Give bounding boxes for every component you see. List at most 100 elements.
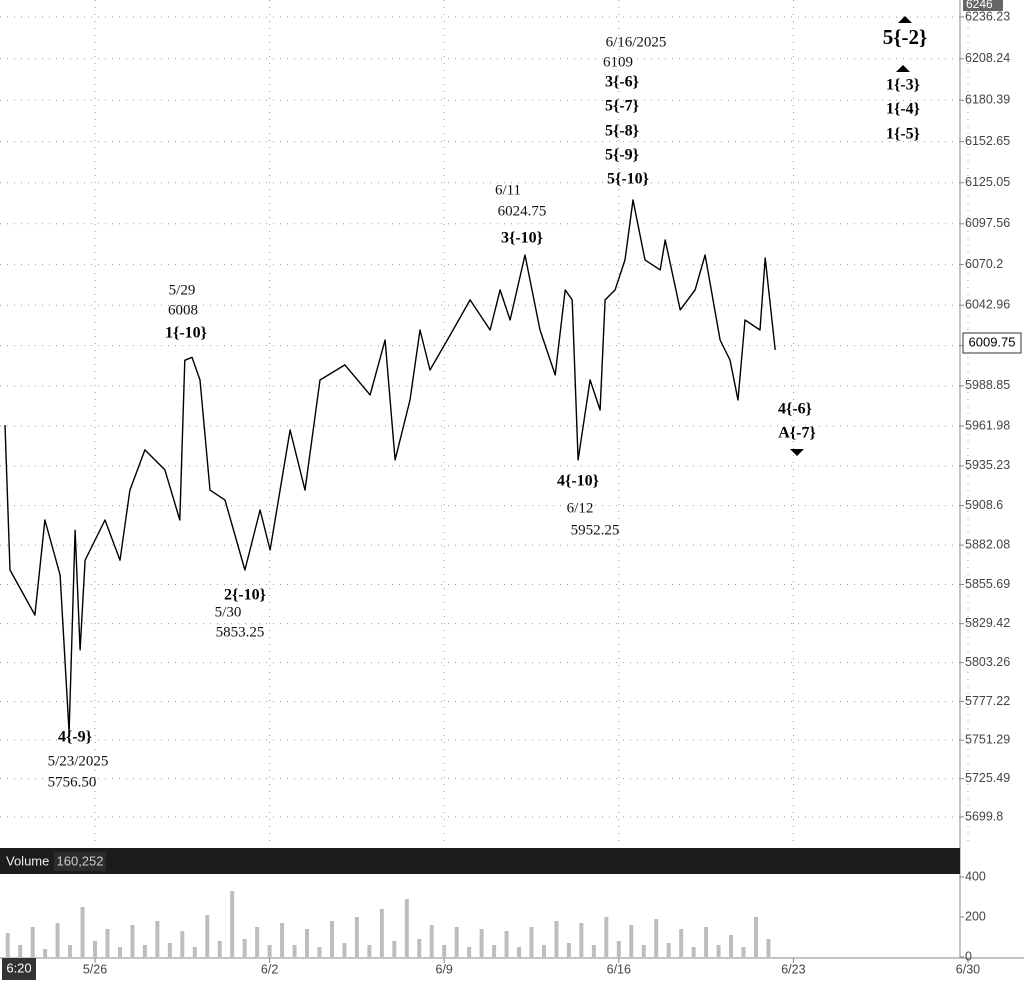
cursor-time-box [2, 958, 36, 980]
price-label: 6008 [168, 302, 198, 318]
volume-bar [130, 925, 135, 957]
wave-label: 1{-4} [886, 101, 920, 118]
y-tick-label: 6180.39 [965, 93, 1010, 107]
wave-label: 5{-8} [605, 123, 639, 140]
y-tick-label: 6042.96 [965, 297, 1010, 311]
up-arrow [898, 16, 912, 23]
wave-label: 3{-6} [605, 74, 639, 91]
wave-label: 4{-9} [58, 729, 92, 746]
price-label: 5952.25 [571, 522, 620, 538]
y-tick-label: 6070.2 [965, 257, 1003, 271]
volume-bar [30, 927, 35, 957]
y-tick-label: 5803.26 [965, 655, 1010, 669]
annotation: 6/16/2025 6109 3{-6} 5{-7} 5{-8} 5{-9} 5… [603, 34, 666, 187]
volume-bar [255, 927, 260, 957]
volume-bar [280, 923, 285, 957]
last-price: 6009.75 [969, 334, 1016, 349]
volume-bar [217, 941, 222, 957]
x-tick-label: 6/9 [436, 962, 453, 976]
volume-bar [18, 945, 23, 957]
wave-label: 1{-3} [886, 77, 920, 94]
x-tick-label: 6/23 [781, 962, 805, 976]
volume-bar [354, 917, 359, 957]
volume-bar [541, 945, 546, 957]
volume-bar [679, 929, 684, 957]
volume-bar [591, 945, 596, 957]
volume-bar [467, 947, 472, 957]
price-line [4, 199, 776, 734]
date-label: 6/16/2025 [606, 34, 667, 50]
wave-label: 2{-10} [224, 587, 266, 604]
wave-label: 3{-10} [501, 230, 543, 247]
up-arrow [896, 65, 910, 72]
wave-label: A{-7} [778, 425, 816, 442]
volume-bar [155, 921, 160, 957]
volume-bar [342, 943, 347, 957]
volume-bar [205, 915, 210, 957]
x-tick-label: 5/26 [83, 962, 107, 976]
volume-bar [117, 947, 122, 957]
annotation: 5{-2} [883, 16, 928, 49]
volume-bar [641, 945, 646, 957]
volume-value: 160,252 [57, 853, 104, 868]
annotation: 4{-6} A{-7} [778, 401, 816, 456]
down-arrow [790, 449, 804, 456]
wave-label: 1{-5} [886, 126, 920, 143]
volume-value-box [54, 852, 106, 871]
annotation: 5/29 6008 1{-10} [165, 282, 207, 341]
volume-bar [529, 927, 534, 957]
annotation: 1{-3} 1{-4} 1{-5} [886, 65, 920, 143]
wave-label: 5{-9} [605, 147, 639, 164]
date-label: 5/23/2025 [48, 753, 109, 769]
volume-bar [716, 945, 721, 957]
annotation: 2{-10} 5/30 5853.25 [215, 587, 266, 641]
volume-bar [554, 921, 559, 957]
annotation: 4{-9} 5/23/2025 5756.50 [48, 729, 109, 791]
volume-bar [267, 945, 272, 957]
volume-bar [666, 943, 671, 957]
date-label: 6/11 [495, 182, 521, 198]
volume-bar [105, 929, 110, 957]
volume-header [0, 848, 960, 874]
y-tick-label: 5882.08 [965, 537, 1010, 551]
cursor-price-box [963, 0, 1003, 11]
last-price-box [962, 332, 1022, 354]
volume-bar [604, 917, 609, 957]
date-label: 5/30 [215, 604, 242, 620]
wave-label: 4{-6} [778, 401, 812, 418]
volume-bar [417, 939, 422, 957]
wave-label: 5{-2} [883, 25, 928, 49]
y-tick-label: 5935.23 [965, 458, 1010, 472]
volume-bar [566, 943, 571, 957]
volume-bar [242, 939, 247, 957]
volume-bar [68, 945, 73, 957]
volume-bar [741, 947, 746, 957]
volume-bar [392, 941, 397, 957]
volume-bar [93, 941, 98, 957]
date-label: 6/12 [567, 500, 594, 516]
price-label: 6024.75 [498, 203, 547, 219]
volume-tick-label: 0 [965, 949, 972, 963]
volume-bar [654, 919, 659, 957]
volume-bar [329, 921, 334, 957]
volume-bar [454, 927, 459, 957]
volume-bar [404, 899, 409, 957]
price-label: 5756.50 [48, 774, 97, 790]
volume-bar [379, 909, 384, 957]
y-tick-label: 5908.6 [965, 498, 1003, 512]
volume-bar [753, 917, 758, 957]
volume-bar [230, 891, 235, 957]
cursor-time: 6:20 [6, 960, 31, 975]
price-label: 6109 [603, 54, 633, 70]
volume-bar [367, 945, 372, 957]
volume-bar [616, 941, 621, 957]
price-label: 5853.25 [216, 624, 265, 640]
volume-label: Volume [6, 853, 49, 868]
volume-bar [292, 945, 297, 957]
volume-bar [80, 907, 85, 957]
y-tick-label: 5699.8 [965, 809, 1003, 823]
volume-bar [691, 947, 696, 957]
y-tick-label: 6236.23 [965, 9, 1010, 23]
volume-tick-label: 400 [965, 869, 986, 883]
